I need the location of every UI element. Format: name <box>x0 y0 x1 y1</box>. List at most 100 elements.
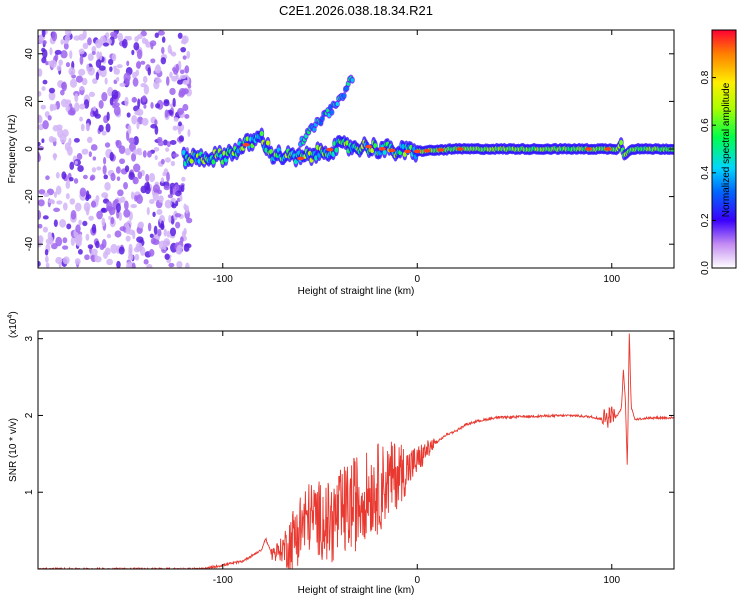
noise-blob <box>41 47 46 53</box>
noise-blob <box>106 111 110 122</box>
noise-blob <box>182 55 187 60</box>
noise-blob <box>49 47 53 56</box>
noise-blob <box>79 54 84 65</box>
noise-blob <box>106 258 114 266</box>
y-tick-label: 20 <box>24 95 35 107</box>
noise-blob <box>81 77 88 86</box>
noise-blob <box>83 202 91 212</box>
band-peak <box>413 149 421 154</box>
noise-blob <box>163 228 168 237</box>
noise-blob <box>78 219 82 226</box>
noise-blob <box>91 248 98 256</box>
noise-blob <box>163 100 170 107</box>
noise-blob <box>171 203 177 209</box>
noise-blob <box>131 49 135 56</box>
noise-blob <box>137 171 143 180</box>
noise-blob <box>49 60 57 68</box>
noise-blob <box>179 69 185 75</box>
branch-core <box>335 101 340 106</box>
noise-blob <box>68 177 74 182</box>
noise-blob <box>98 65 106 71</box>
noise-blob <box>69 198 76 205</box>
noise-blob <box>78 48 85 55</box>
noise-blob <box>119 82 126 87</box>
noise-blob <box>95 240 100 249</box>
noise-blob <box>43 192 50 197</box>
noise-blob <box>138 221 144 229</box>
noise-blob <box>186 50 191 59</box>
noise-blob <box>61 245 69 250</box>
noise-blob <box>131 114 138 125</box>
noise-blob <box>169 140 177 146</box>
band-core <box>370 147 375 154</box>
band-peak <box>456 147 464 151</box>
noise-blob <box>166 171 170 182</box>
noise-blob <box>147 150 152 158</box>
noise-blob <box>134 253 140 261</box>
noise-blob <box>79 103 86 110</box>
noise-blob <box>102 165 107 175</box>
noise-blob <box>96 50 100 60</box>
noise-blob <box>111 53 117 62</box>
band-core <box>265 140 270 146</box>
noise-blob <box>163 241 167 251</box>
noise-blob <box>62 202 68 211</box>
noise-blob <box>124 200 129 210</box>
noise-blob <box>140 83 147 88</box>
noise-blob <box>178 121 182 127</box>
spectrogram-panel: -100 0 100 -40 -20 0 20 40 Height of straight l… <box>7 29 675 297</box>
noise-blob <box>84 254 90 261</box>
noise-blob <box>74 102 80 112</box>
noise-blob <box>73 137 80 143</box>
noise-blob <box>110 243 118 254</box>
band-peak <box>437 148 445 152</box>
band-core <box>402 151 407 157</box>
noise-blob <box>127 253 134 261</box>
noise-blob <box>44 249 49 256</box>
noise-blob <box>42 215 49 220</box>
noise-blob <box>65 180 71 190</box>
band-peak <box>404 149 412 154</box>
y-tick-label: 40 <box>24 48 35 60</box>
noise-blob <box>74 93 79 103</box>
band-core <box>619 139 624 146</box>
noise-blob <box>109 66 113 72</box>
noise-blob <box>101 238 107 249</box>
noise-blob <box>56 124 63 131</box>
noise-blob <box>75 75 83 83</box>
noise-blob <box>118 145 126 155</box>
noise-blob <box>154 119 158 126</box>
noise-blob <box>40 104 47 110</box>
noise-blob <box>59 133 67 144</box>
noise-blob <box>62 256 70 265</box>
x-tick-label: 100 <box>603 274 620 285</box>
noise-blob <box>113 102 120 107</box>
noise-blob <box>124 147 131 156</box>
x-tick-label: -100 <box>213 274 233 285</box>
noise-blob <box>172 125 178 131</box>
noise-blob <box>103 156 107 165</box>
noise-blob <box>103 42 109 47</box>
noise-blob <box>136 121 140 130</box>
noise-blob <box>113 105 121 116</box>
noise-blob <box>181 176 186 182</box>
noise-blob <box>160 220 165 229</box>
noise-blob <box>133 42 140 51</box>
colorbar-tick-label: 0.8 <box>700 70 711 84</box>
noise-blob <box>38 91 42 97</box>
noise-blob <box>54 49 62 55</box>
noise-blob <box>115 139 120 147</box>
noise-blob <box>176 260 183 268</box>
y-tick-label: -40 <box>24 237 35 252</box>
noise-blob <box>99 51 103 61</box>
noise-blob <box>38 189 46 195</box>
noise-blob <box>125 235 131 242</box>
band-core <box>334 147 339 153</box>
noise-blob <box>91 223 97 234</box>
noise-blob <box>116 64 123 69</box>
noise-blob <box>94 113 101 119</box>
noise-blob <box>38 223 43 229</box>
noise-blob <box>135 61 142 69</box>
noise-blob <box>45 262 50 268</box>
